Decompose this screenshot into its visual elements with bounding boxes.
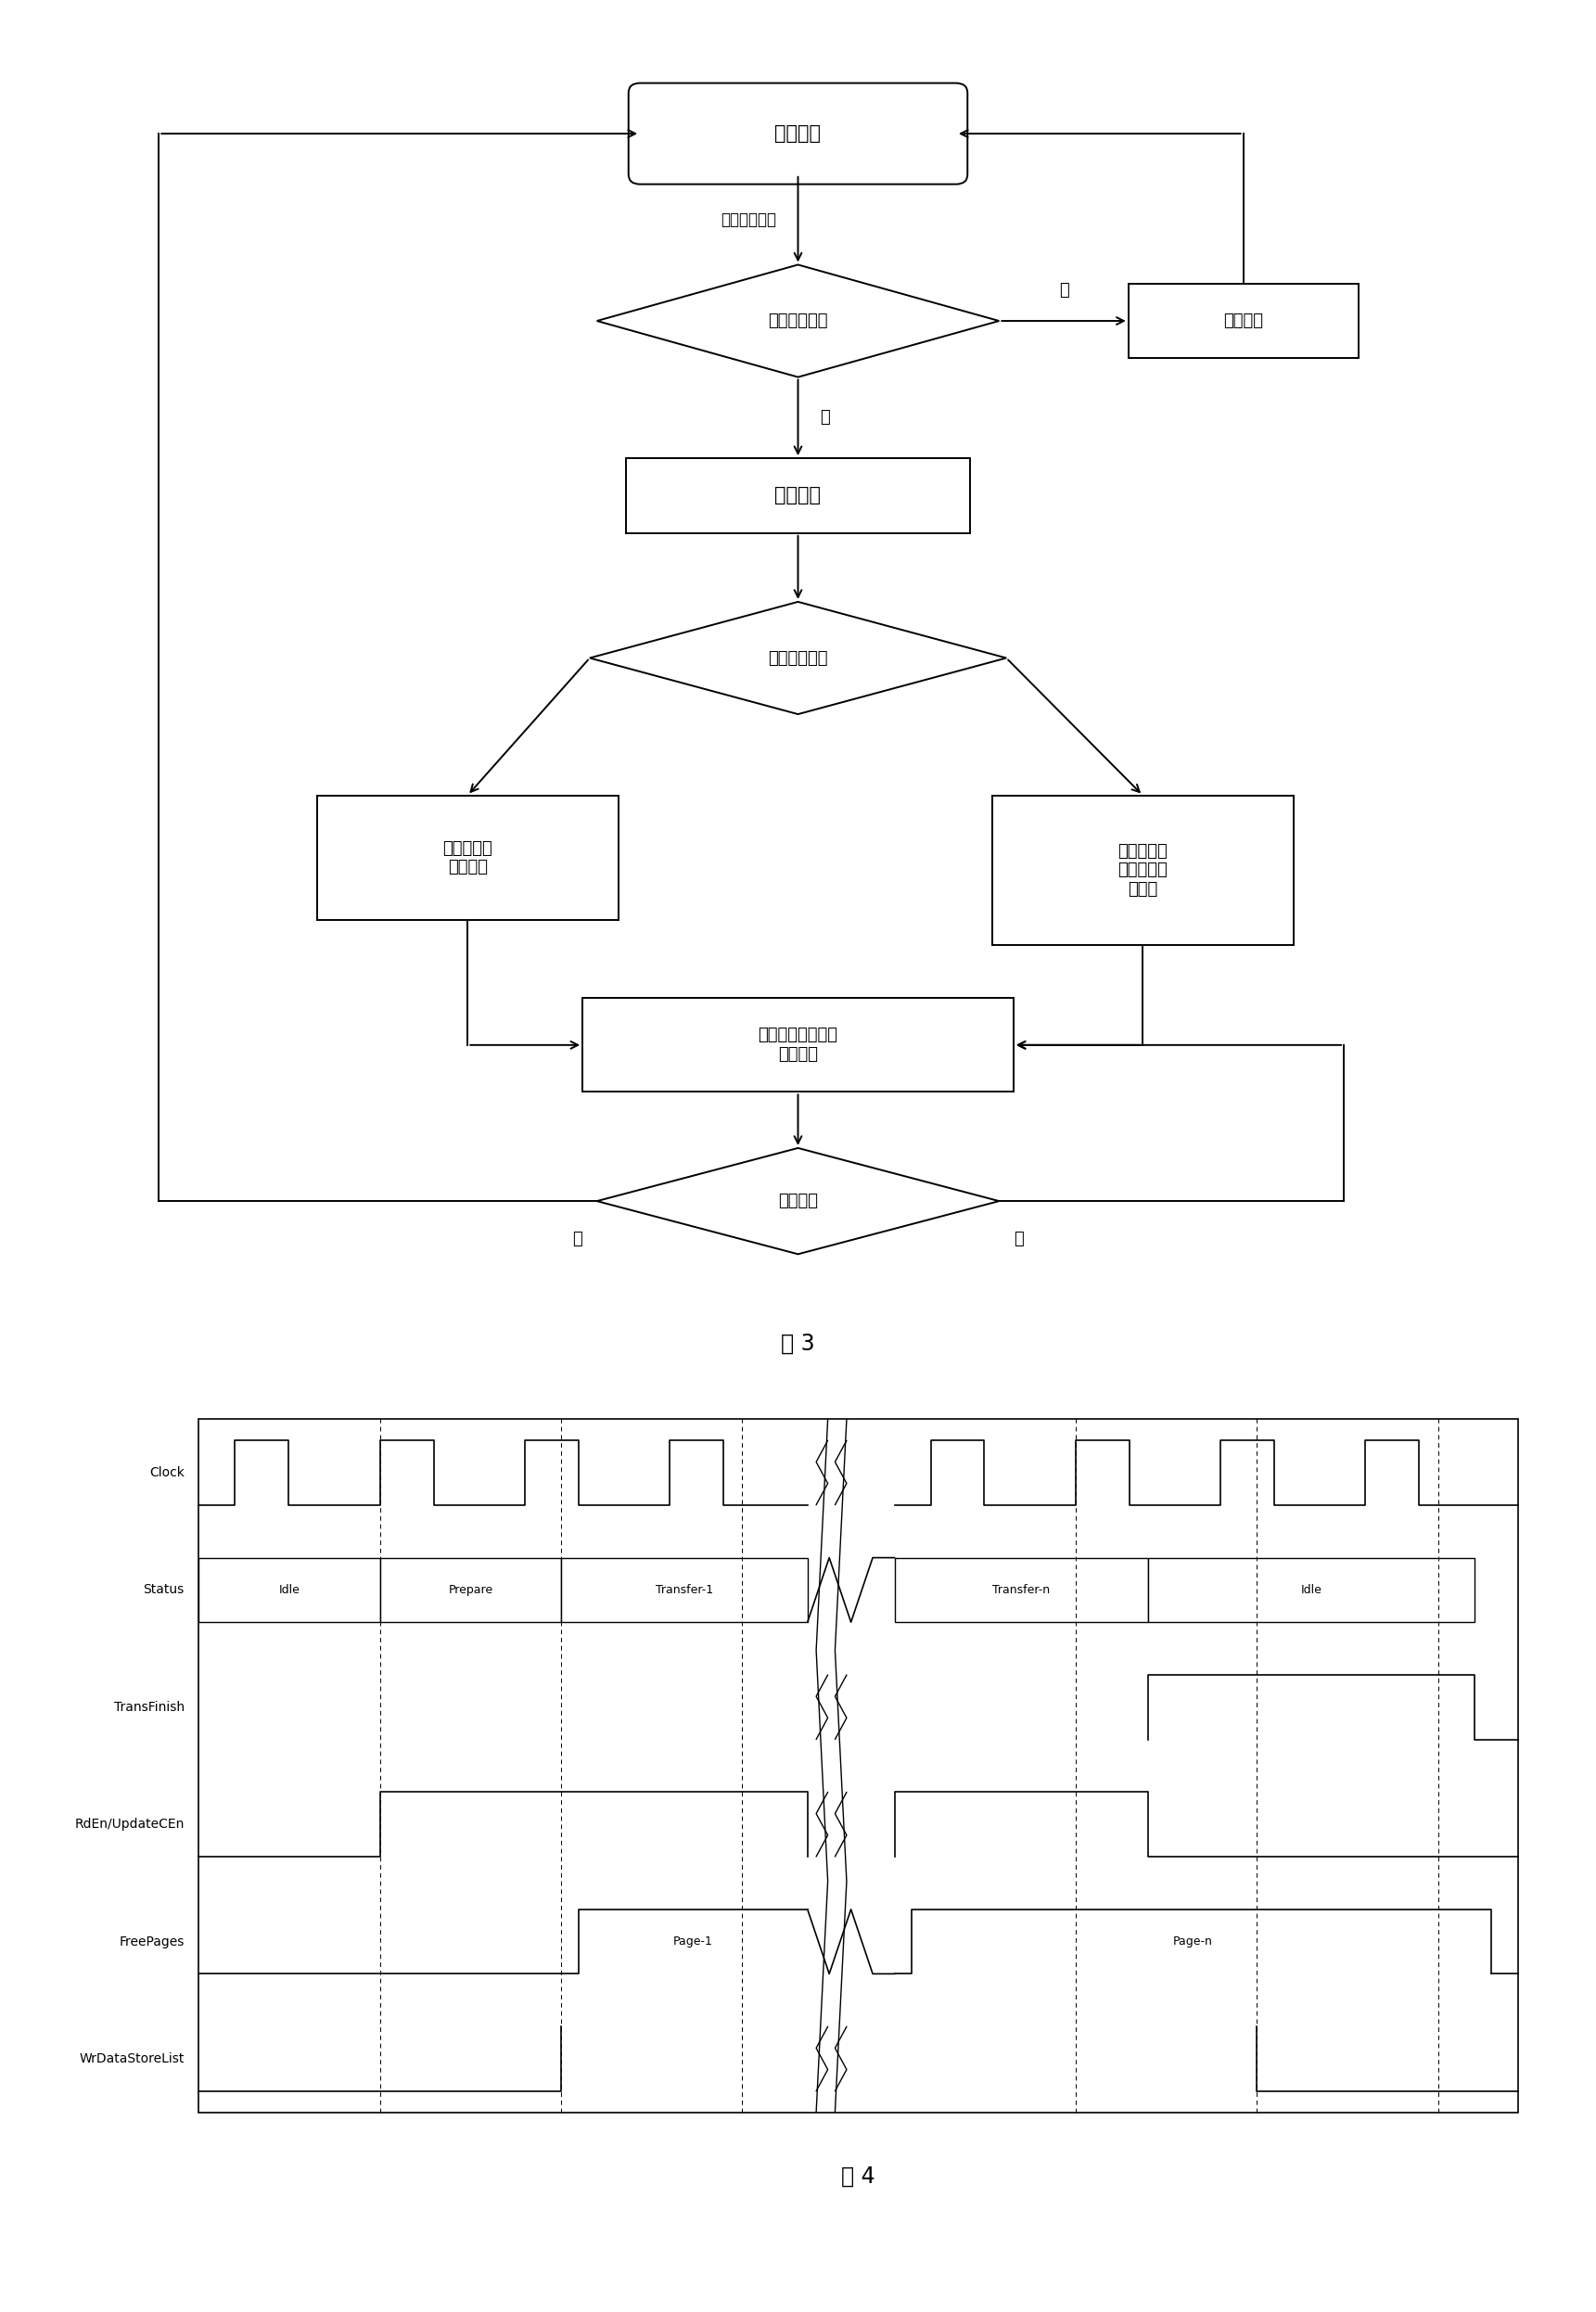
Text: 能否满足请求: 能否满足请求 [768,312,828,328]
Text: 否: 否 [1013,1230,1023,1246]
Polygon shape [597,1149,999,1253]
Text: 图 3: 图 3 [780,1332,816,1355]
Bar [200,1420,1518,2113]
Bar [583,999,1013,1091]
Text: 转移完成: 转移完成 [779,1193,817,1209]
Text: Idle: Idle [279,1584,300,1595]
Bar [562,1558,808,1623]
FancyBboxPatch shape [629,83,967,185]
Polygon shape [597,266,999,377]
Text: Transfer-1: Transfer-1 [656,1584,713,1595]
Polygon shape [591,601,1007,714]
Text: 是: 是 [820,409,830,425]
Text: WrDataStoreList: WrDataStoreList [80,2053,184,2065]
Text: Prepare: Prepare [448,1584,493,1595]
Text: Transfer-n: Transfer-n [993,1584,1050,1595]
Text: 图 4: 图 4 [841,2164,875,2187]
Text: RdEn/UpdateCEn: RdEn/UpdateCEn [75,1817,184,1831]
Bar [626,458,970,534]
Text: Status: Status [144,1584,184,1595]
Text: 分配成功: 分配成功 [774,486,822,504]
Text: FreePages: FreePages [120,1935,184,1949]
Text: 将空闲页转移到数
据页表中: 将空闲页转移到数 据页表中 [758,1027,838,1064]
Bar [316,795,619,920]
Bar [1128,284,1358,358]
Text: 准备就绪: 准备就绪 [774,125,822,143]
Text: 否: 否 [1058,282,1069,298]
Bar [1148,1558,1475,1623]
Text: 从先进先出
队列获得空
闲空页: 从先进先出 队列获得空 闲空页 [1117,842,1168,897]
Bar [894,1558,1148,1623]
Text: 是: 是 [573,1230,583,1246]
Text: Idle: Idle [1301,1584,1321,1595]
Text: TransFinish: TransFinish [113,1702,184,1713]
Text: 内存分配请求: 内存分配请求 [721,210,776,229]
Bar [200,1558,380,1623]
Text: 分配失败: 分配失败 [1224,312,1262,328]
Bar [380,1558,562,1623]
Text: Clock: Clock [148,1466,184,1480]
Text: Page-n: Page-n [1173,1935,1213,1947]
Text: 从计数器获
得空闲页: 从计数器获 得空闲页 [442,839,493,876]
Text: 当前分配模式: 当前分配模式 [768,650,828,666]
Bar [993,795,1294,946]
Text: Page-1: Page-1 [674,1935,713,1947]
